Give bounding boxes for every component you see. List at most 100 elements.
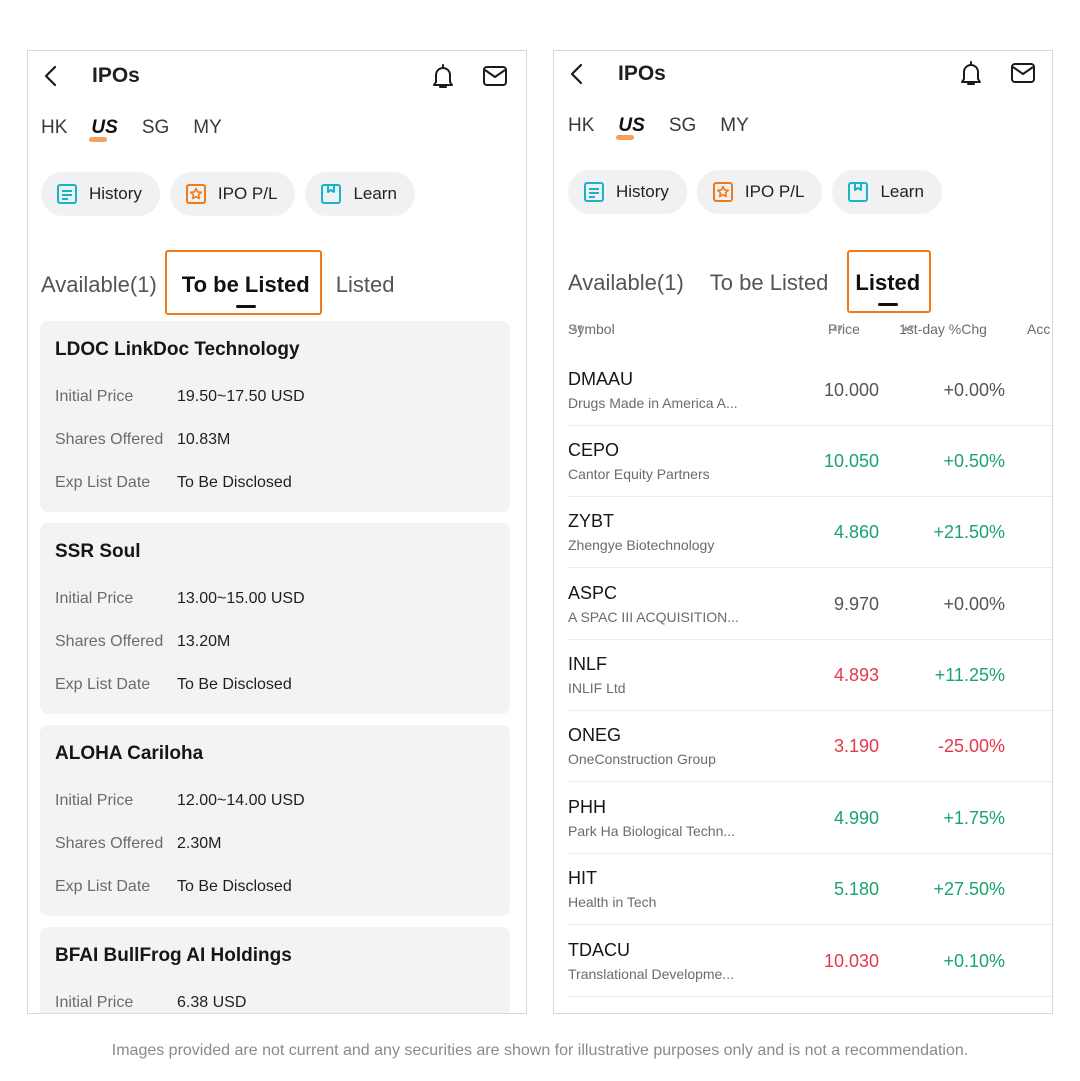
row-price: 4.860 xyxy=(833,522,879,542)
row-symbol: ASPC xyxy=(568,583,618,603)
history-button[interactable]: History xyxy=(568,170,687,214)
learn-label: Learn xyxy=(880,182,924,201)
table-row[interactable]: ONEG OneConstruction Group 3.190 -25.00% xyxy=(568,711,1052,782)
market-hk[interactable]: HK xyxy=(41,117,68,138)
row-symbol: ONEG xyxy=(568,725,622,745)
history-button[interactable]: History xyxy=(41,172,160,216)
row-change: +27.50% xyxy=(933,879,1005,899)
shares-offered-value: 10.83M xyxy=(177,430,231,448)
table-row[interactable]: INLF INLIF Ltd 4.893 +11.25% xyxy=(568,640,1052,711)
sort-icon: ▴▾ xyxy=(572,322,584,334)
right-screen: IPOs HK US SG MY History IPO P/L Learn A… xyxy=(553,50,1053,1014)
ipo-pl-label: IPO P/L xyxy=(744,182,805,201)
label-initial-price: Initial Price xyxy=(55,589,134,607)
ipo-pl-button[interactable]: IPO P/L xyxy=(169,172,296,216)
market-switcher: HK US SG MY xyxy=(41,117,222,142)
card-row-price: Initial Price 19.50~17.50 USD xyxy=(55,375,495,418)
table-row[interactable]: PHH Park Ha Biological Techn... 4.990 +1… xyxy=(568,783,1052,854)
row-change: +11.25% xyxy=(934,665,1005,685)
table-row[interactable]: ZYBT Zhengye Biotechnology 4.860 +21.50% xyxy=(568,497,1052,568)
row-symbol: TDACU xyxy=(568,940,630,960)
label-initial-price: Initial Price xyxy=(55,993,134,1011)
market-my[interactable]: MY xyxy=(720,115,749,136)
initial-price-value: 12.00~14.00 USD xyxy=(177,791,305,809)
exp-list-date-value: To Be Disclosed xyxy=(177,675,292,693)
back-icon[interactable] xyxy=(566,62,590,86)
ipo-card[interactable]: BFAI BullFrog AI Holdings Initial Price 6… xyxy=(40,927,510,1013)
tab-indicator xyxy=(235,305,256,308)
mail-icon[interactable] xyxy=(1009,59,1037,87)
card-title: ALOHA Cariloha xyxy=(55,743,204,764)
navbar: IPOs xyxy=(28,61,526,111)
row-change: +0.00% xyxy=(943,594,1005,614)
label-exp-list-date: Exp List Date xyxy=(55,675,151,693)
row-symbol: PHH xyxy=(568,797,607,817)
market-us[interactable]: US xyxy=(616,115,645,140)
market-hk[interactable]: HK xyxy=(568,115,595,136)
card-title: SSR Soul xyxy=(55,541,141,562)
table-row[interactable]: ASPC A SPAC III ACQUISITION... 9.970 +0.… xyxy=(568,569,1052,640)
card-row-date: Exp List Date To Be Disclosed xyxy=(55,663,495,706)
card-row-date: Exp List Date To Be Disclosed xyxy=(55,461,495,504)
market-sg[interactable]: SG xyxy=(668,115,697,136)
ipo-card[interactable]: SSR Soul Initial Price 13.00~15.00 USD Sh… xyxy=(40,523,510,714)
table-row[interactable]: TDACU Translational Developme... 10.030 … xyxy=(568,926,1052,997)
ipo-tabs: Available(1) To be Listed Listed xyxy=(41,272,395,308)
row-name: Translational Developme... xyxy=(568,966,735,982)
card-row-price: Initial Price 12.00~14.00 USD xyxy=(55,779,495,822)
row-price: 4.990 xyxy=(833,808,879,828)
row-change: +0.00% xyxy=(943,380,1005,400)
row-name: OneConstruction Group xyxy=(568,751,716,767)
bell-icon[interactable] xyxy=(957,59,985,87)
market-sg[interactable]: SG xyxy=(141,117,170,138)
exp-list-date-value: To Be Disclosed xyxy=(177,473,292,491)
bell-icon[interactable] xyxy=(429,62,457,90)
tab-listed[interactable]: Listed xyxy=(855,270,921,306)
learn-button[interactable]: Learn xyxy=(305,172,415,216)
label-initial-price: Initial Price xyxy=(55,791,134,809)
table-row[interactable]: HIT Health in Tech 5.180 +27.50% xyxy=(568,854,1052,925)
card-title: BFAI BullFrog AI Holdings xyxy=(55,945,292,966)
sort-icon: ▴▾ xyxy=(832,322,844,334)
mail-icon[interactable] xyxy=(481,62,509,90)
ipo-pl-button[interactable]: IPO P/L xyxy=(696,170,823,214)
tab-available[interactable]: Available(1) xyxy=(568,270,684,295)
ipo-card[interactable]: ALOHA Cariloha Initial Price 12.00~14.00 … xyxy=(40,725,510,916)
row-change: +1.75% xyxy=(943,808,1005,828)
learn-button[interactable]: Learn xyxy=(832,170,942,214)
ipo-tabs: Available(1) To be Listed Listed xyxy=(568,270,921,306)
tab-available[interactable]: Available(1) xyxy=(41,272,157,297)
table-row[interactable]: CEPO Cantor Equity Partners 10.050 +0.50… xyxy=(568,426,1052,497)
row-price: 9.970 xyxy=(833,594,879,614)
history-label: History xyxy=(616,182,669,201)
initial-price-value: 13.00~15.00 USD xyxy=(177,589,305,607)
navbar: IPOs xyxy=(554,59,1052,109)
column-label: 1st-day %Chg xyxy=(899,321,987,337)
column-label: Acc xyxy=(1027,321,1051,337)
row-price: 5.180 xyxy=(833,879,879,899)
market-my[interactable]: MY xyxy=(193,117,222,138)
row-name: Park Ha Biological Techn... xyxy=(568,823,736,839)
column-label: Price xyxy=(828,321,860,337)
tab-listed[interactable]: Listed xyxy=(335,272,395,297)
shares-offered-value: 13.20M xyxy=(177,632,231,650)
back-icon[interactable] xyxy=(40,64,64,88)
market-us[interactable]: US xyxy=(89,117,118,142)
ipo-card[interactable]: LDOC LinkDoc Technology Initial Price 19.… xyxy=(40,321,510,512)
card-row-price: Initial Price 6.38 USD xyxy=(55,981,495,1013)
exp-list-date-value: To Be Disclosed xyxy=(177,877,292,895)
ipo-pl-icon xyxy=(185,184,206,204)
table-row[interactable]: DMAAU Drugs Made in America A... 10.000 … xyxy=(568,355,1052,426)
row-name: Drugs Made in America A... xyxy=(568,395,738,411)
card-row-shares: Shares Offered 2.30M xyxy=(55,822,495,865)
row-name: Cantor Equity Partners xyxy=(568,466,710,482)
row-price: 10.000 xyxy=(823,380,879,400)
tab-label: Listed xyxy=(855,270,921,295)
tab-to-be-listed[interactable]: To be Listed xyxy=(182,272,310,308)
sort-icon: ▴▾ xyxy=(903,322,915,334)
label-shares-offered: Shares Offered xyxy=(55,632,164,650)
table-header: Symbol ▴▾ Price ▴▾ 1st-day %Chg ▴▾ Acc xyxy=(568,321,1052,343)
tab-to-be-listed[interactable]: To be Listed xyxy=(709,270,829,295)
page-title: IPOs xyxy=(92,64,140,87)
row-name: A SPAC III ACQUISITION... xyxy=(568,609,739,625)
